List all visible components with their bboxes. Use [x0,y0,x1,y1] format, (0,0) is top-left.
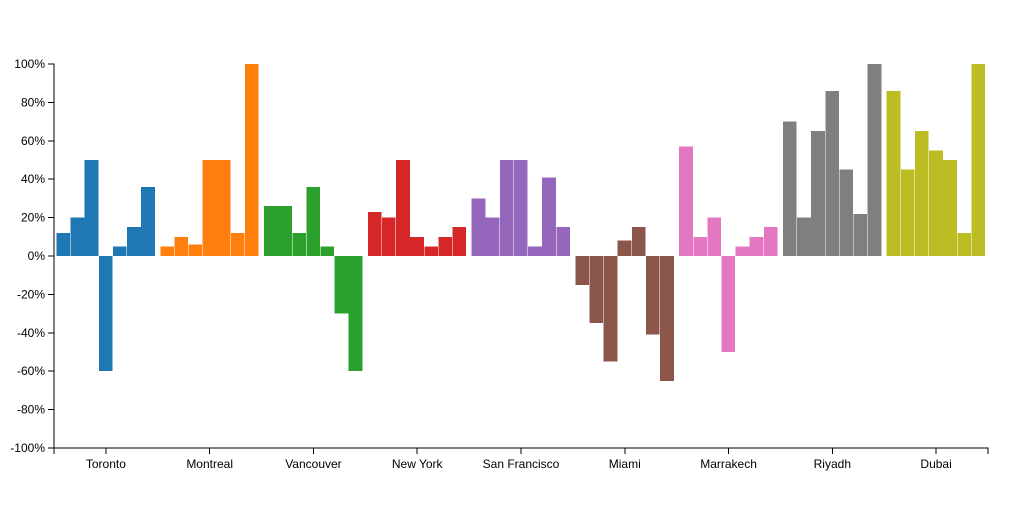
bar-marrakech-3 [707,217,722,256]
bar-marrakech-5 [735,246,750,256]
bar-dubai-5 [943,160,957,256]
x-tick-label-miami: Miami [609,457,641,471]
bar-new-york-6 [438,236,453,256]
bar-toronto-3 [84,160,99,256]
y-tick-label: -60% [17,364,45,378]
bar-san-francisco-6 [542,177,556,256]
bar-dubai-7 [971,64,986,256]
y-tick-label: 0% [28,249,46,263]
bar-marrakech-6 [749,236,764,256]
y-tick-label: 100% [14,57,45,71]
bar-riyadh-6 [853,213,868,256]
x-tick-label-san-francisco: San Francisco [483,457,560,471]
y-tick-label: -40% [17,326,45,340]
bar-group-san-francisco [471,160,570,256]
bar-marrakech-2 [693,236,707,256]
bar-dubai-3 [914,131,929,256]
bar-riyadh-4 [825,90,839,256]
bar-toronto-6 [127,227,141,256]
bar-toronto-4 [98,256,113,372]
bar-vancouver-1 [264,206,278,256]
bar-new-york-7 [452,227,467,256]
bar-miami-3 [603,256,618,362]
bar-dubai-4 [929,150,943,256]
y-tick-label: 60% [21,134,45,148]
bar-marrakech-1 [679,146,693,256]
bar-vancouver-5 [320,246,335,256]
bar-riyadh-3 [811,131,825,256]
bar-new-york-1 [367,211,382,256]
bar-toronto-7 [141,186,155,256]
bar-new-york-2 [381,217,396,256]
bar-montreal-3 [188,244,203,256]
bar-dubai-2 [900,169,915,256]
bar-san-francisco-1 [471,198,486,256]
bar-riyadh-5 [839,169,854,256]
bar-vancouver-3 [292,232,306,256]
bar-toronto-5 [112,246,127,256]
bar-vancouver-6 [334,256,349,314]
bar-miami-5 [631,227,646,256]
bar-group-marrakech [679,146,778,352]
y-tick-label: -80% [17,403,45,417]
x-tick-label-vancouver: Vancouver [285,457,341,471]
x-tick-label-riyadh: Riyadh [814,457,851,471]
x-tick-label-dubai: Dubai [920,457,951,471]
bar-group-vancouver [264,186,363,372]
bar-miami-7 [660,256,674,381]
bar-riyadh-2 [797,217,811,256]
y-tick-label: 20% [21,211,45,225]
bar-group-riyadh [782,64,882,256]
bar-new-york-4 [410,236,424,256]
bar-group-miami [575,227,674,381]
bar-vancouver-4 [306,186,321,256]
y-axis: 100% 80% 60% 40% 20% 0% -20% -40% -60% -80% -100% [10,57,55,455]
bar-montreal-5 [216,160,231,256]
bar-riyadh-7 [867,64,882,256]
bar-san-francisco-5 [528,246,542,256]
x-tick-label-new-york: New York [392,457,444,471]
bar-group-new-york [367,160,467,256]
bar-montreal-7 [244,64,259,256]
y-tick-label: -100% [10,441,45,455]
bar-marrakech-4 [721,256,736,352]
x-tick-label-toronto: Toronto [86,457,126,471]
bar-new-york-5 [424,246,438,256]
bar-miami-4 [617,240,632,256]
bar-san-francisco-3 [499,160,514,256]
x-tick-label-marrakech: Marrakech [700,457,757,471]
bar-group-montreal [160,64,259,256]
bar-group-dubai [886,64,986,256]
bar-san-francisco-7 [556,227,570,256]
bar-san-francisco-4 [513,160,528,256]
bar-new-york-3 [396,160,410,256]
bar-montreal-1 [160,246,174,256]
y-tick-label: 40% [21,172,45,186]
bar-vancouver-7 [348,256,363,372]
bar-group-toronto [56,160,155,372]
bar-marrakech-7 [763,227,778,256]
x-tick-label-montreal: Montreal [186,457,233,471]
bars-layer [56,64,986,381]
bar-montreal-2 [174,236,189,256]
bar-miami-6 [645,256,660,335]
x-axis: Toronto Montreal Vancouver New York San Fran… [53,447,989,471]
bar-vancouver-2 [278,206,292,256]
bar-dubai-1 [886,90,901,256]
bar-san-francisco-2 [485,217,500,256]
bar-miami-2 [589,256,604,324]
bar-montreal-6 [230,232,245,256]
bar-toronto-2 [70,217,85,256]
bar-toronto-1 [56,232,71,256]
y-tick-label: -20% [17,287,45,301]
bar-montreal-4 [202,160,217,256]
y-tick-label: 80% [21,95,45,109]
bar-miami-1 [575,256,590,285]
bar-dubai-6 [957,232,971,256]
bar-riyadh-1 [782,121,797,256]
